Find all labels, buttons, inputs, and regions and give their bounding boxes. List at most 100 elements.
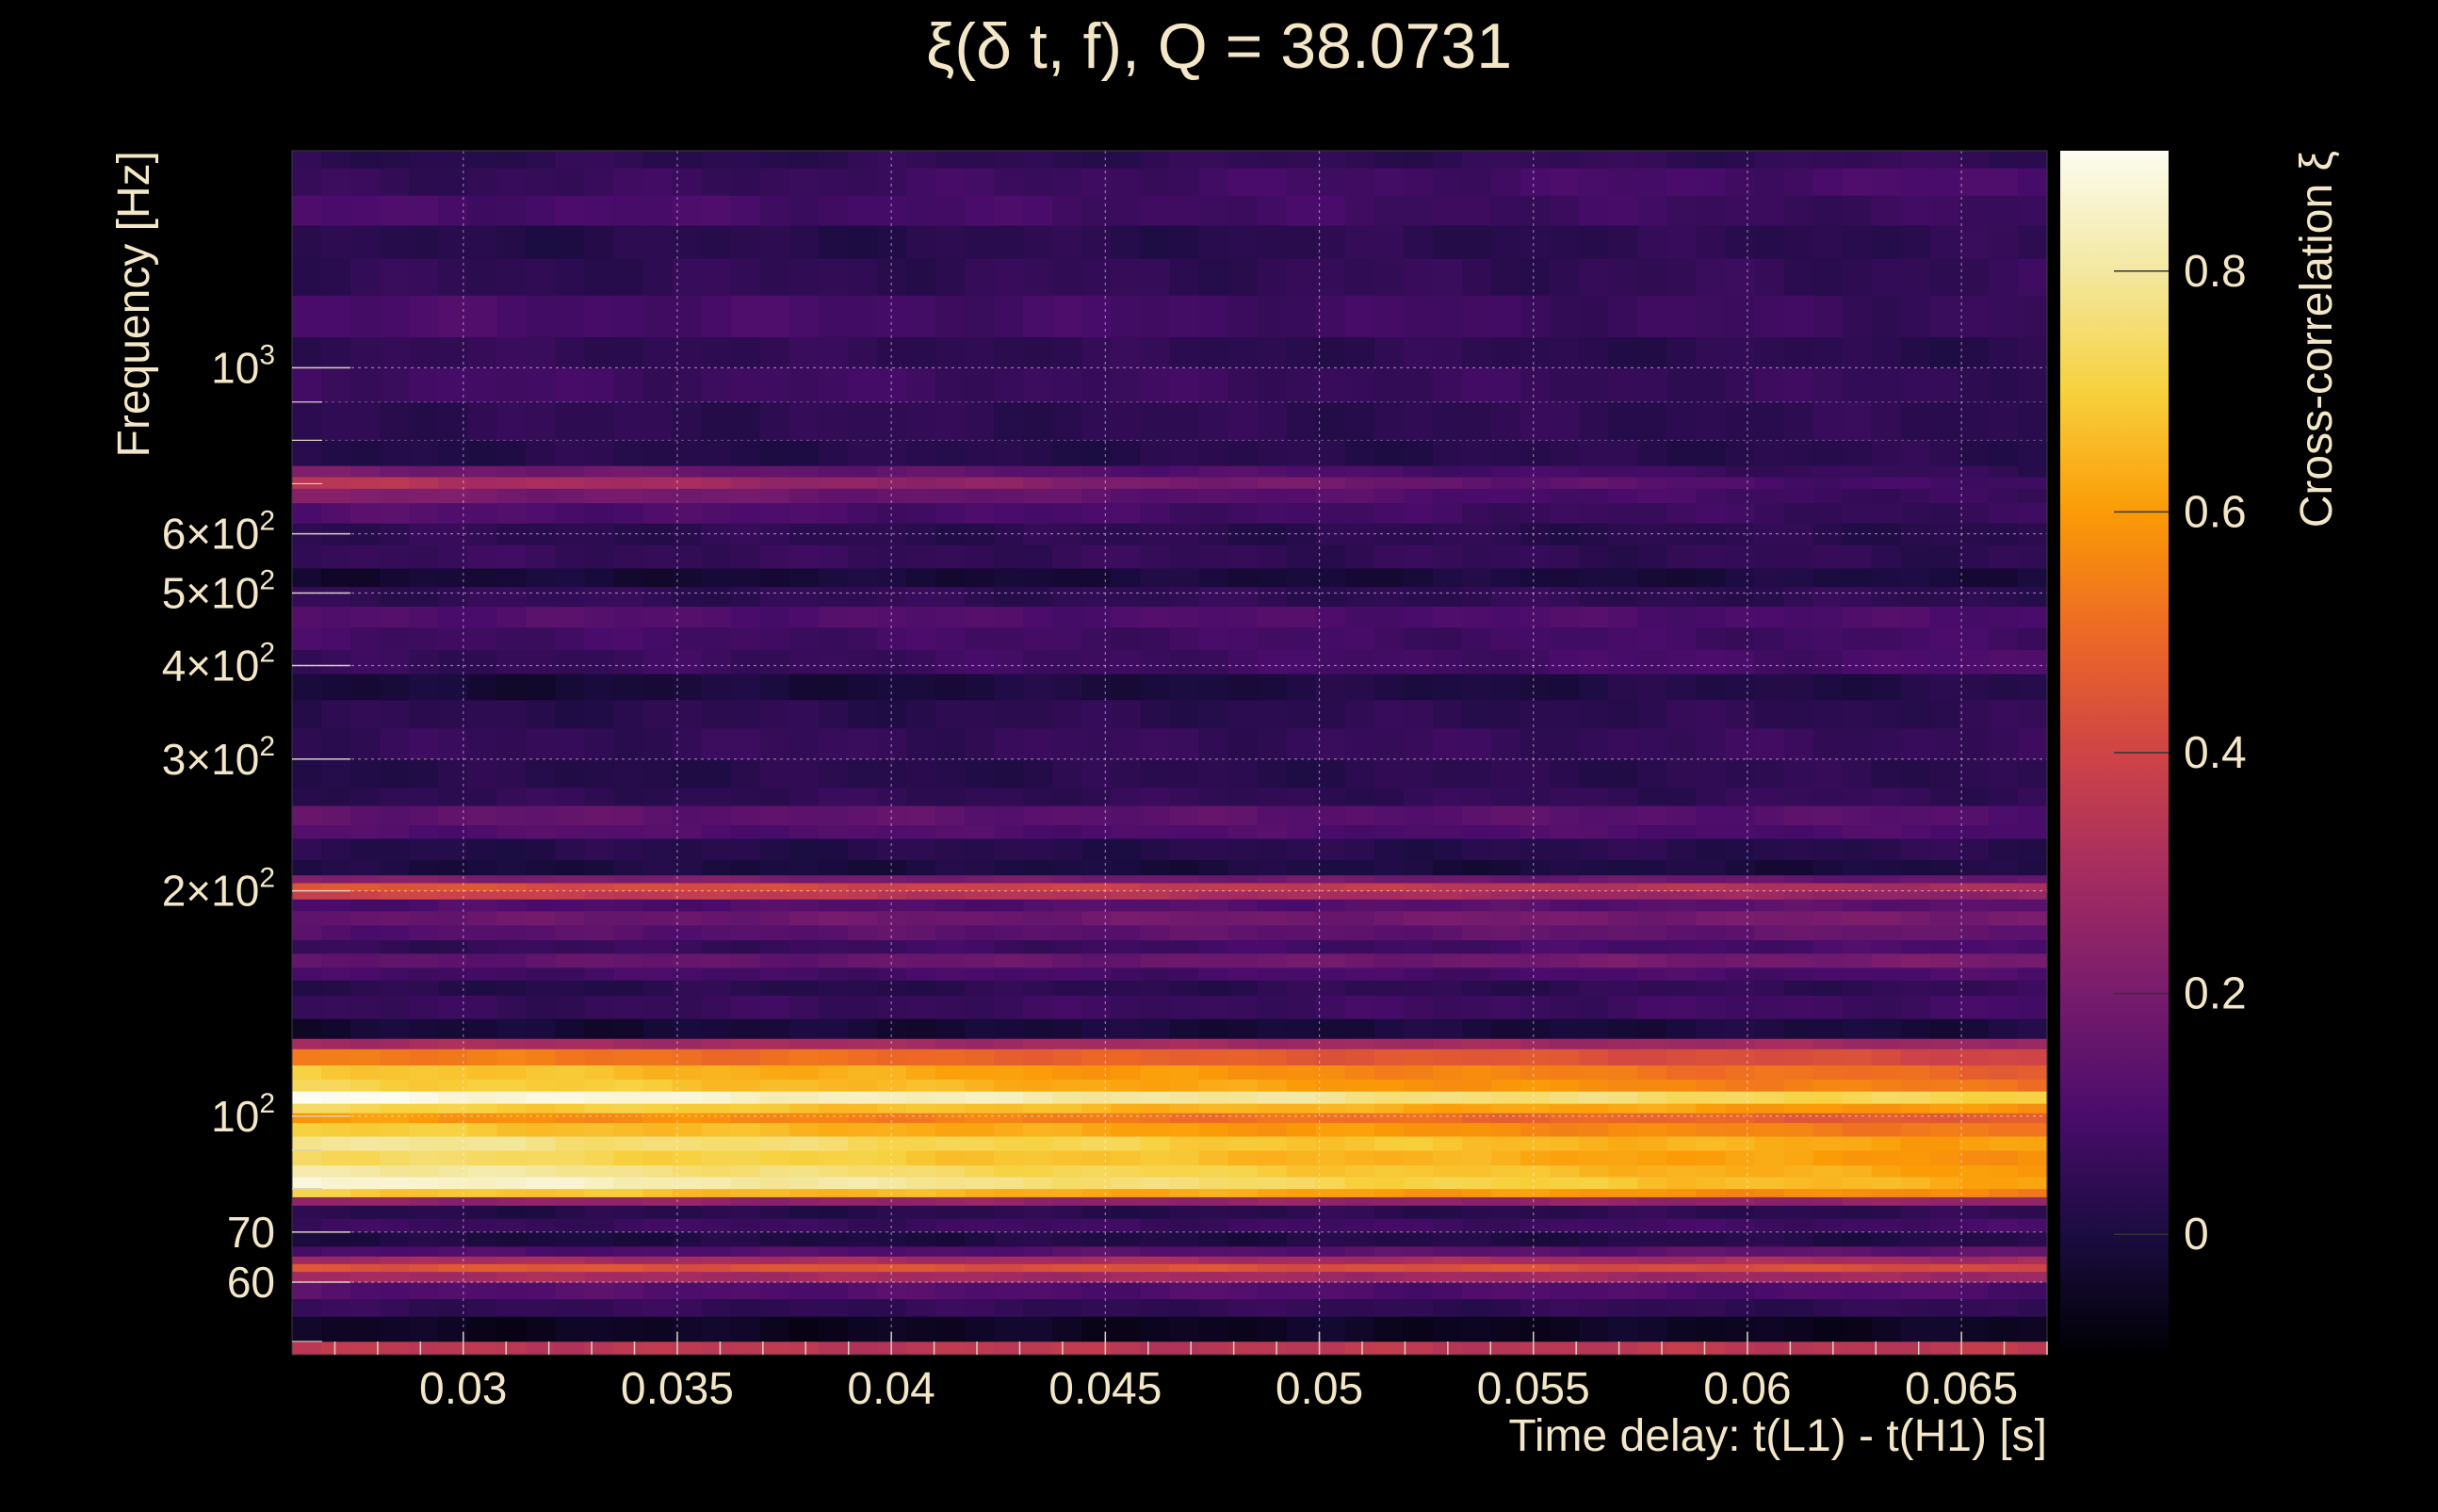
heatmap-cell	[994, 1316, 1024, 1342]
heatmap-cell	[1315, 440, 1346, 466]
heatmap-cell	[906, 465, 936, 478]
heatmap-cell	[1111, 367, 1142, 403]
heatmap-cell	[1373, 626, 1405, 651]
heatmap-cell	[1550, 1341, 1580, 1356]
heatmap-cell	[1842, 674, 1873, 701]
heatmap-cell	[1081, 1177, 1112, 1190]
heatmap-cell	[672, 899, 703, 912]
heatmap-cell	[906, 758, 936, 789]
heatmap-cell	[1579, 295, 1609, 337]
heatmap-cell	[788, 440, 820, 466]
heatmap-cell	[1081, 1245, 1112, 1257]
heatmap-cell	[1111, 824, 1142, 839]
heatmap-cell	[1227, 1091, 1259, 1104]
heatmap-cell	[1812, 1164, 1844, 1178]
heatmap-cell	[1929, 674, 1960, 701]
heatmap-cell	[292, 502, 322, 524]
heatmap-cell	[1315, 883, 1346, 892]
heatmap-cell	[584, 1256, 615, 1264]
heatmap-cell	[1169, 911, 1200, 926]
heatmap-cell	[1608, 699, 1638, 729]
heatmap-cell	[380, 1341, 410, 1356]
heatmap-cell	[1637, 586, 1667, 608]
heatmap-cell	[701, 980, 732, 996]
heatmap-cell	[1666, 1065, 1697, 1081]
heatmap-cell	[1432, 1316, 1463, 1342]
heatmap-cell	[1812, 1256, 1844, 1264]
heatmap-cell	[788, 1188, 820, 1197]
heatmap-cell	[730, 488, 761, 504]
heatmap-cell	[1462, 1271, 1492, 1283]
heatmap-cell	[1403, 606, 1434, 628]
heatmap-cell	[1900, 1079, 1931, 1092]
heatmap-cell	[1344, 758, 1375, 789]
heatmap-cell	[759, 295, 790, 337]
heatmap-cell	[701, 401, 732, 441]
heatmap-cell	[1403, 899, 1434, 912]
heatmap-cell	[1111, 787, 1142, 806]
heatmap-cell	[1227, 883, 1259, 892]
heatmap-cell	[730, 477, 761, 489]
heatmap-cell	[1550, 1136, 1580, 1151]
heatmap-cell	[1257, 502, 1288, 524]
heatmap-cell	[321, 1038, 351, 1049]
heatmap-cell	[1111, 1298, 1142, 1317]
heatmap-cell	[1959, 838, 1990, 861]
heatmap-cell	[496, 1122, 527, 1137]
heatmap-cell	[1198, 1245, 1229, 1257]
heatmap-cell	[292, 824, 322, 839]
heatmap-cell	[1227, 1298, 1259, 1317]
heatmap-cell	[1842, 925, 1873, 941]
heatmap-cell	[1666, 225, 1697, 259]
heatmap-cell	[1403, 859, 1434, 876]
heatmap-cell	[584, 1103, 615, 1114]
heatmap-cell	[1315, 151, 1346, 169]
heatmap-cell	[1696, 151, 1727, 169]
heatmap-cell	[994, 838, 1024, 861]
heatmap-cell	[1608, 626, 1638, 651]
heatmap-cell	[1900, 1122, 1931, 1137]
heatmap-cell	[1286, 649, 1317, 675]
heatmap-cell	[1900, 488, 1931, 504]
heatmap-cell	[1725, 805, 1756, 826]
heatmap-cell	[906, 859, 936, 876]
heatmap-cell	[906, 883, 936, 892]
x-tick-label: 0.06	[1703, 1364, 1791, 1414]
heatmap-cell	[2017, 488, 2048, 504]
heatmap-cell	[1111, 1091, 1142, 1104]
heatmap-cell	[1637, 1122, 1667, 1137]
heatmap-cell	[1432, 1177, 1463, 1190]
heatmap-cell	[1579, 1298, 1609, 1317]
heatmap-cell	[1608, 586, 1638, 608]
heatmap-cell	[730, 890, 761, 900]
heatmap-cell	[1900, 1049, 1931, 1066]
heatmap-cell	[672, 838, 703, 861]
heatmap-cell	[1988, 195, 2019, 226]
heatmap-cell	[730, 911, 761, 926]
heatmap-cell	[788, 1150, 820, 1166]
heatmap-cell	[1900, 502, 1931, 524]
heatmap-cell	[672, 727, 703, 760]
heatmap-cell	[1315, 859, 1346, 876]
heatmap-cell	[438, 225, 468, 259]
heatmap-cell	[1754, 699, 1785, 729]
heatmap-cell	[642, 967, 674, 981]
heatmap-cell	[1900, 1263, 1931, 1273]
heatmap-cell	[438, 401, 468, 441]
chart-title: ξ(δ t, f), Q = 38.0731	[926, 10, 1512, 82]
heatmap-cell	[1286, 440, 1317, 466]
heatmap-cell	[1432, 367, 1463, 403]
heatmap-cell	[1373, 258, 1405, 296]
heatmap-cell	[1959, 699, 1990, 729]
heatmap-cell	[818, 295, 849, 337]
heatmap-cell	[1286, 874, 1317, 884]
heatmap-cell	[1344, 1150, 1375, 1166]
heatmap-cell	[2017, 859, 2048, 876]
heatmap-cell	[1023, 890, 1053, 900]
heatmap-cell	[1520, 1231, 1551, 1247]
heatmap-cell	[350, 838, 381, 861]
heatmap-cell	[1491, 1205, 1521, 1219]
heatmap-cell	[1373, 995, 1405, 1019]
heatmap-cell	[409, 440, 439, 466]
heatmap-cell	[438, 1091, 468, 1104]
